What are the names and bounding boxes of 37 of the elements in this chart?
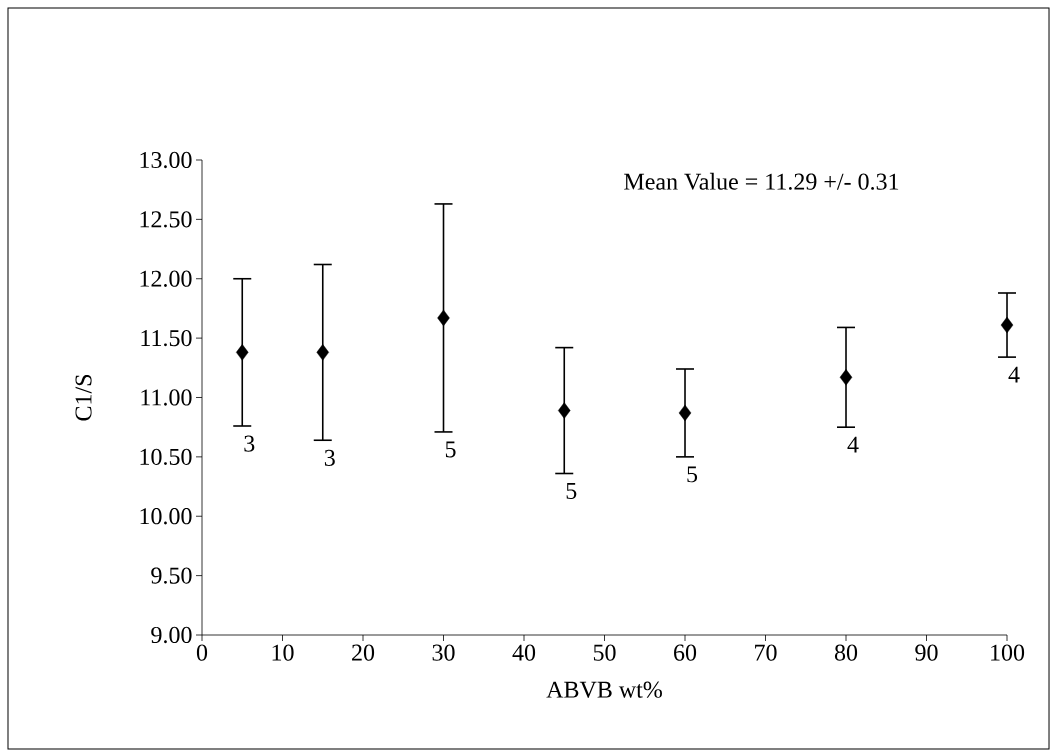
annotation: 3 <box>244 435 255 452</box>
annotation: 3 <box>324 449 335 466</box>
y-tick-label: 12.50 <box>140 211 192 228</box>
x-tick-label: 10 <box>272 644 294 661</box>
x-tick-label: 80 <box>834 644 858 661</box>
text: 4 <box>1008 366 1020 383</box>
y-tick-label: 11.00 <box>141 389 192 406</box>
y-tick-label: 10.50 <box>140 448 192 466</box>
y-tick-label: 11.50 <box>141 329 192 347</box>
x-tick-label: 50 <box>593 644 616 661</box>
point <box>437 309 450 327</box>
x-tick-label: 40 <box>512 644 536 661</box>
x-tick-label: 70 <box>755 644 777 661</box>
point <box>236 344 249 361</box>
y-tick-label: 12.00 <box>140 270 192 287</box>
x-tick-label: 60 <box>674 644 697 661</box>
annotation: 5 <box>445 441 456 458</box>
point <box>839 369 853 386</box>
y-tick-label: 10.00 <box>140 508 192 525</box>
x-tick-label: 30 <box>432 644 455 661</box>
annotation: 4 <box>847 436 859 453</box>
point <box>558 402 571 419</box>
x-tick-label: 100 <box>991 644 1025 661</box>
x-tick-label: 90 <box>915 644 938 661</box>
point <box>316 344 329 361</box>
x-tick-label: 0 <box>196 644 208 661</box>
y-tick-label: 9.00 <box>151 626 192 644</box>
x-axis-title: ABVB wt% <box>546 681 662 698</box>
y-axis-title: C1/S <box>75 374 92 421</box>
y-tick-label: 9.50 <box>151 567 192 584</box>
point <box>1000 316 1014 334</box>
annotation: Mean Value = 11.29 +/- 0.31 <box>624 172 899 190</box>
x-tick-label: 20 <box>352 644 375 661</box>
y-tick-label: 13.00 <box>140 151 192 169</box>
annotation: 5 <box>566 483 577 499</box>
point <box>678 404 692 422</box>
annotation: 5 <box>687 466 698 483</box>
